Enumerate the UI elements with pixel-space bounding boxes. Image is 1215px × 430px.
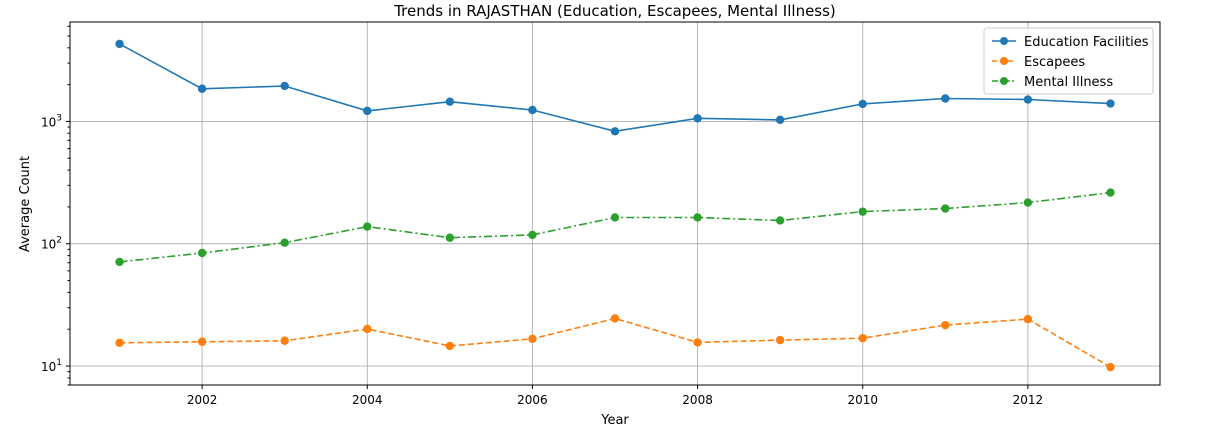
y-tick-label: 103 [41, 113, 62, 129]
y-tick-exponent: 2 [56, 236, 62, 246]
data-point [363, 222, 372, 231]
data-point [528, 105, 537, 115]
legend-label: Education Facilities [1024, 35, 1149, 50]
legend-marker [1000, 37, 1008, 45]
data-point [280, 336, 289, 345]
data-point [115, 257, 124, 267]
series-mental-illness [115, 188, 1115, 267]
series-line [119, 43, 1111, 133]
legend: Education Facilities Escapees Mental Illne… [983, 27, 1154, 95]
data-point [363, 324, 372, 334]
data-point [115, 39, 124, 49]
legend-label: Escapees [1024, 55, 1085, 70]
y-axis-label: Average Count [18, 156, 33, 252]
y-tick-exponent: 3 [56, 113, 62, 123]
y-tick-exponent: 1 [56, 358, 62, 368]
series-layer [115, 39, 1115, 372]
data-point [280, 81, 289, 91]
data-point [1023, 198, 1033, 207]
data-point [941, 94, 950, 103]
data-point [610, 127, 620, 136]
data-point [941, 320, 950, 330]
data-point [858, 207, 867, 216]
y-tick-label: 102 [41, 236, 62, 252]
data-point [693, 213, 702, 222]
y-tick-base: 10 [41, 360, 56, 374]
data-point [197, 337, 207, 346]
data-point [858, 333, 867, 343]
data-point [197, 84, 207, 93]
x-axis-label: Year [600, 413, 629, 428]
data-point [1023, 95, 1033, 104]
data-point [775, 335, 785, 345]
data-point [363, 106, 372, 116]
data-point [445, 233, 455, 242]
legend-label: Mental Illness [1024, 75, 1113, 90]
data-point [775, 115, 785, 125]
x-tick-label: 2010 [847, 393, 878, 407]
data-point [610, 314, 620, 323]
data-point [445, 97, 455, 106]
data-point [1106, 99, 1115, 108]
data-point [693, 338, 702, 347]
y-tick-base: 10 [41, 115, 56, 129]
legend-marker [1000, 77, 1008, 85]
data-point [528, 334, 537, 344]
data-point [197, 248, 207, 258]
series-education-facilities [115, 39, 1115, 136]
legend-marker [1000, 57, 1008, 65]
data-point [1023, 314, 1033, 324]
data-point [115, 338, 124, 347]
data-point [941, 204, 950, 213]
x-tick-label: 2012 [1013, 393, 1044, 407]
x-tick-label: 2004 [352, 393, 383, 407]
plot-frame [69, 21, 1161, 386]
y-tick-label: 101 [41, 358, 62, 374]
x-tick-label: 2008 [682, 393, 713, 407]
data-point [775, 216, 785, 225]
chart-title: Trends in RAJASTHAN (Education, Escapees… [393, 2, 836, 20]
data-point [445, 341, 455, 351]
data-point [528, 230, 537, 240]
data-point [693, 114, 702, 123]
data-point [280, 238, 289, 247]
data-point [610, 213, 620, 222]
data-point [1106, 362, 1115, 372]
x-axis: 2002 2004 2006 2008 2010 2012 [187, 385, 1043, 407]
series-escapees [115, 314, 1115, 372]
data-point [858, 99, 867, 109]
series-line [119, 317, 1111, 368]
x-tick-label: 2006 [517, 393, 548, 407]
series-line [119, 191, 1111, 263]
y-tick-base: 10 [41, 238, 56, 252]
legend-box [983, 27, 1154, 95]
data-point [1106, 188, 1115, 197]
x-tick-label: 2002 [187, 393, 218, 407]
